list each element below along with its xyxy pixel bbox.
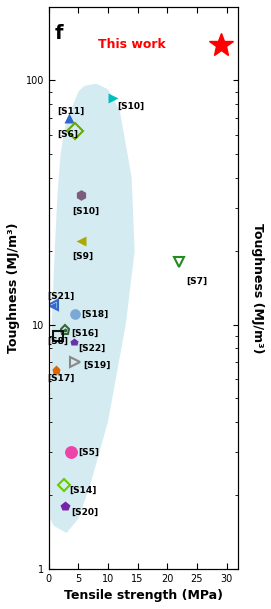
Y-axis label: Toughness (MJ/m³): Toughness (MJ/m³) [251,222,264,353]
X-axis label: Tensile strength (MPa): Tensile strength (MPa) [64,589,223,602]
Text: [S17]: [S17] [47,374,74,383]
Text: This work: This work [98,38,166,51]
Text: [S8]: [S8] [47,337,68,347]
Text: [S19]: [S19] [83,361,111,370]
Text: f: f [54,24,63,43]
Text: [S18]: [S18] [81,310,109,319]
Text: [S11]: [S11] [58,107,85,116]
Text: [S10]: [S10] [72,207,99,216]
Text: [S20]: [S20] [71,508,98,517]
Polygon shape [50,83,135,533]
Text: [S10]: [S10] [117,102,144,111]
Y-axis label: Toughness (MJ/m³): Toughness (MJ/m³) [7,222,20,353]
Text: [S22]: [S22] [78,343,106,353]
Text: [S21]: [S21] [47,292,74,301]
Text: [S9]: [S9] [72,252,93,261]
Text: [S5]: [S5] [78,448,99,457]
Text: [S7]: [S7] [186,277,207,286]
Text: [S16]: [S16] [71,329,98,338]
Text: [S6]: [S6] [58,130,79,139]
Text: [S14]: [S14] [69,485,97,495]
